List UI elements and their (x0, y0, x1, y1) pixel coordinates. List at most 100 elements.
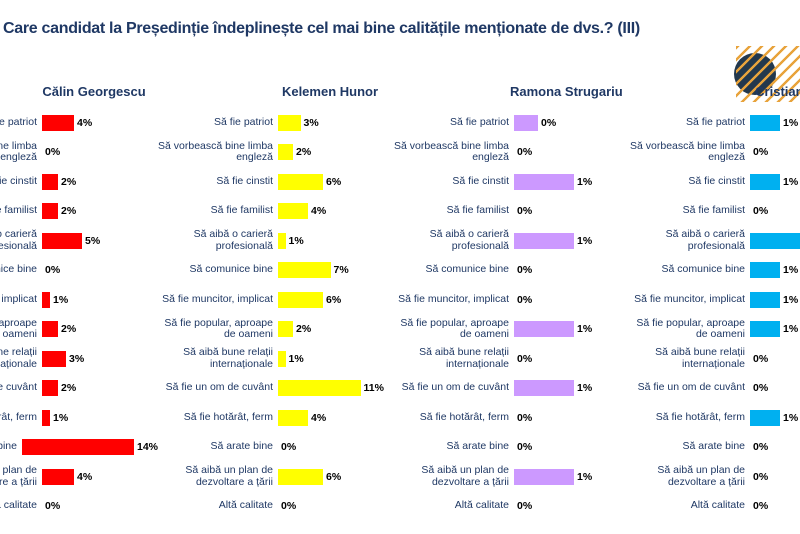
value-label: 1% (288, 234, 304, 247)
bar-cell (750, 226, 800, 256)
value-label: 1% (577, 323, 593, 336)
quality-label: Să fie popular, aproape de oameni (164, 316, 273, 341)
quality-label: Să aibă un plan de dezvoltare a țării (185, 464, 273, 488)
bar-cell: 0% (750, 462, 768, 492)
value-label: 1% (577, 470, 593, 483)
bar (278, 380, 361, 397)
bar-cell: 1% (750, 108, 798, 138)
quality-label: Să aibă un plan de dezvoltare a țării (0, 464, 37, 488)
bar-cell: 1% (750, 403, 798, 433)
value-label: 2% (61, 175, 77, 188)
value-label: 0% (517, 411, 533, 424)
value-label: 1% (53, 293, 69, 306)
quality-label: Să comunice bine (661, 263, 745, 276)
quality-row: Să aibă un plan de dezvoltare a țării 6% (158, 462, 394, 492)
value-label: 0% (517, 293, 533, 306)
bar-cell: 7% (278, 256, 349, 286)
quality-label: Să fie familist (446, 204, 509, 217)
quality-label: Să fie popular, aproape de oameni (0, 316, 37, 341)
quality-row: Să fie hotărât, ferm 1% (0, 403, 158, 433)
bar-cell: 1% (42, 403, 68, 433)
candidate-name: Kelemen Hunor (281, 84, 379, 99)
quality-label: Să vorbească bine limba engleză (394, 139, 509, 164)
bar-cell: 1% (514, 167, 592, 197)
value-label: 4% (311, 205, 327, 218)
quality-row: Să fie patriot 4% (0, 108, 158, 138)
quality-row: Altă calitate 0% (630, 492, 800, 522)
quality-row: Altă calitate 0% (158, 492, 394, 522)
candidate-name: Cristian Terheș (755, 84, 800, 99)
quality-row: Să comunice bine 7% (158, 256, 394, 286)
value-label: 1% (577, 382, 593, 395)
bar-cell: 6% (278, 285, 341, 315)
quality-label: Să arate bine (446, 440, 509, 453)
bar-cell: 0% (42, 138, 60, 168)
quality-row: Să arate bine 0% (158, 433, 394, 463)
quality-label: Să vorbească bine limba engleză (630, 139, 745, 164)
quality-label: Să fie familist (210, 204, 273, 217)
quality-row: Să aibă o carieră profesională 1% (394, 226, 630, 256)
bar (278, 203, 308, 220)
bar-cell: 4% (42, 462, 92, 492)
quality-row: Să fie muncitor, implicat 1% (630, 285, 800, 315)
quality-row: Să fie un om de cuvânt 1% (394, 374, 630, 404)
bar-cell: 0% (278, 433, 296, 463)
value-label: 2% (296, 323, 312, 336)
bar (278, 262, 331, 279)
bar-cell: 14% (21, 433, 158, 463)
bar (42, 350, 66, 367)
quality-label: Să fie patriot (214, 115, 273, 128)
quality-label: Să aibă bune relații internaționale (183, 346, 273, 370)
value-label: 1% (288, 352, 304, 365)
quality-row: Să fie cinstit 1% (394, 167, 630, 197)
bar-cell: 3% (42, 344, 84, 374)
bar (42, 291, 50, 308)
quality-row: Să vorbească bine limba engleză 2% (158, 138, 394, 168)
bar (42, 114, 74, 131)
bar-cell: 2% (278, 315, 311, 345)
quality-label: Să arate bine (210, 440, 273, 453)
value-label: 14% (136, 441, 158, 454)
bar (278, 321, 293, 338)
quality-row: Să arate bine 0% (394, 433, 630, 463)
bar-cell: 11% (278, 374, 384, 404)
quality-row: Să aibă un plan de dezvoltare a țării 4% (0, 462, 158, 492)
quality-label: Altă calitate (454, 499, 509, 512)
bar-cell: 0% (750, 492, 768, 522)
quality-label: Să comunice bine (189, 263, 273, 276)
value-label: 0% (753, 146, 769, 159)
value-label: 5% (85, 234, 101, 247)
quality-label: Să arate bine (682, 440, 745, 453)
value-label: 0% (517, 441, 533, 454)
bar-cell: 2% (42, 197, 76, 227)
value-label: 4% (77, 116, 93, 129)
bar (750, 232, 800, 249)
quality-label: Să comunice bine (0, 263, 37, 276)
bar-cell: 0% (514, 403, 532, 433)
bar-cell: 0% (514, 285, 532, 315)
bar-cell: 0% (42, 256, 60, 286)
quality-label: Să fie un om de cuvânt (165, 381, 273, 394)
bar (750, 321, 780, 338)
bar-cell: 1% (42, 285, 68, 315)
value-label: 1% (783, 293, 799, 306)
bar-cell: 0% (42, 492, 60, 522)
candidate-column: Ramona Strugariu Să fie patriot 0% Să vorbe… (394, 84, 630, 521)
value-label: 1% (783, 264, 799, 277)
quality-label: Să fie hotărât, ferm (655, 410, 745, 423)
quality-row: Să fie hotărât, ferm 4% (158, 403, 394, 433)
bar-cell: 3% (278, 108, 319, 138)
bar-cell: 0% (750, 433, 768, 463)
quality-label: Să vorbească bine limba engleză (158, 139, 273, 164)
bar (278, 173, 323, 190)
bar (750, 114, 780, 131)
quality-row: Să arate bine 0% (630, 433, 800, 463)
quality-row: Altă calitate 0% (0, 492, 158, 522)
bar-cell: 6% (278, 462, 341, 492)
bar-cell: 2% (278, 138, 311, 168)
bar-cell: 1% (514, 374, 592, 404)
value-label: 4% (311, 411, 327, 424)
bar (278, 114, 301, 131)
value-label: 0% (517, 205, 533, 218)
quality-label: Să fie cinstit (0, 174, 37, 187)
